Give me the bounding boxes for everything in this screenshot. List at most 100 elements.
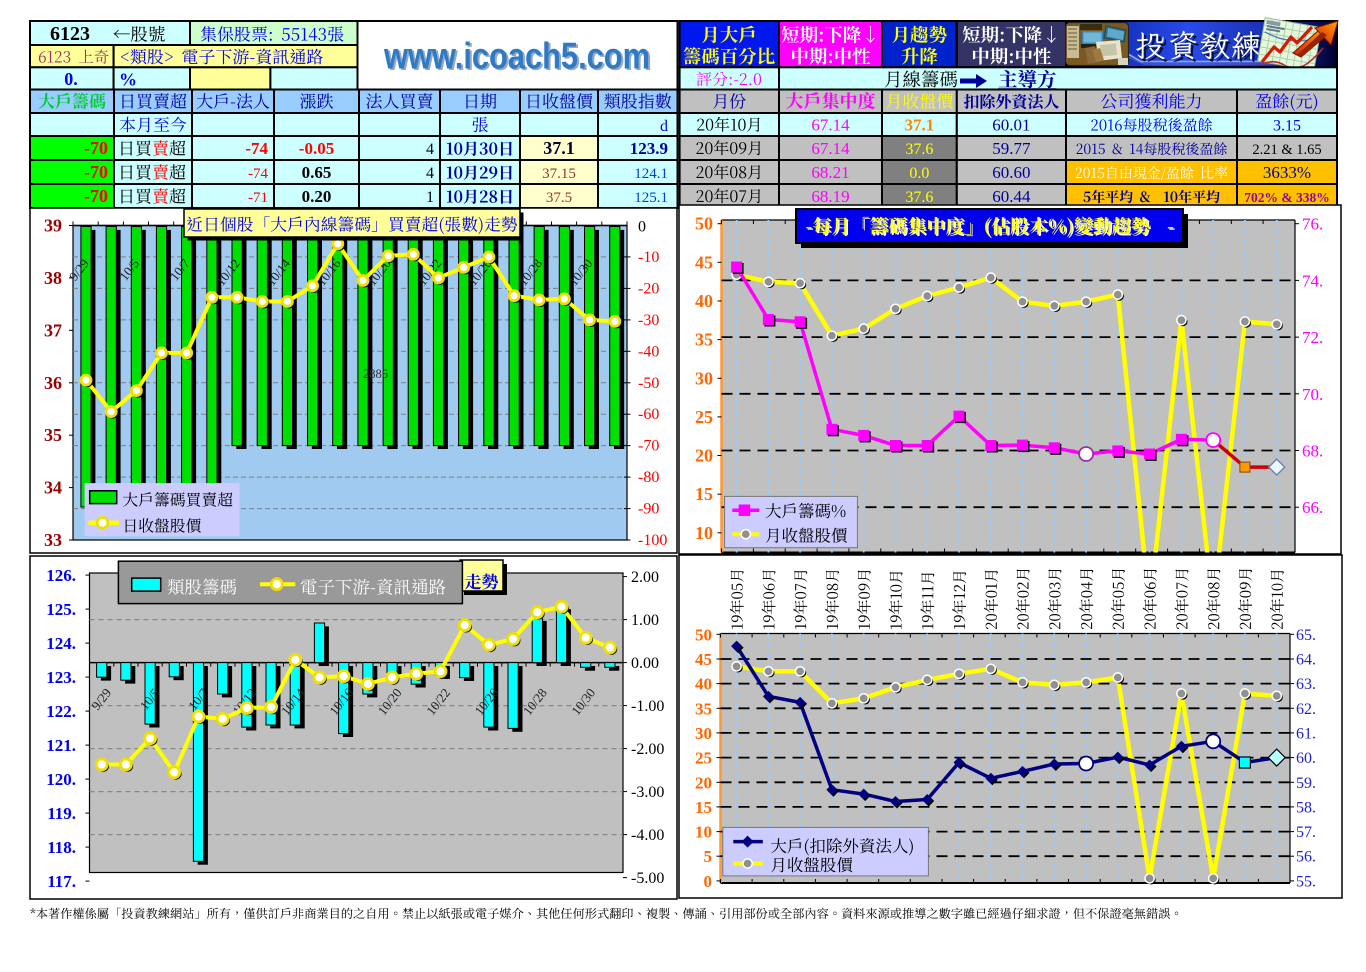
svg-text:39: 39 <box>44 216 62 236</box>
svg-text:37.6: 37.6 <box>905 189 933 206</box>
svg-text:15: 15 <box>695 484 713 504</box>
svg-text:-74: -74 <box>248 166 268 182</box>
svg-text:-90: -90 <box>638 501 659 518</box>
svg-text:3633%: 3633% <box>1263 163 1311 182</box>
svg-text:65.: 65. <box>1296 627 1316 644</box>
svg-text:3.15: 3.15 <box>1273 118 1301 135</box>
svg-text:64.: 64. <box>1296 652 1316 669</box>
svg-text:www.icoach5.com: www.icoach5.com <box>385 37 652 78</box>
svg-text:121.: 121. <box>46 736 76 755</box>
svg-text:59.: 59. <box>1296 775 1316 792</box>
svg-text:15: 15 <box>695 798 712 817</box>
svg-text:55.: 55. <box>1296 873 1316 890</box>
svg-text:-74: -74 <box>245 139 268 158</box>
svg-text:702% & 338%: 702% & 338% <box>1244 190 1330 205</box>
svg-text:37.5: 37.5 <box>546 190 572 206</box>
svg-text:36: 36 <box>44 373 62 393</box>
svg-text:40: 40 <box>695 675 712 694</box>
svg-text:35: 35 <box>695 330 713 350</box>
svg-text:37.1: 37.1 <box>543 138 575 158</box>
svg-text:20: 20 <box>695 773 712 792</box>
svg-text:63.: 63. <box>1296 676 1316 693</box>
svg-text:37.6: 37.6 <box>905 141 933 158</box>
svg-text:117.: 117. <box>47 872 76 891</box>
svg-text:25: 25 <box>695 749 712 768</box>
svg-text:4: 4 <box>426 141 434 158</box>
svg-text:-0.05: -0.05 <box>299 139 334 158</box>
svg-text:68.19: 68.19 <box>811 187 849 206</box>
svg-text:72.: 72. <box>1302 328 1323 347</box>
svg-text:56.: 56. <box>1296 849 1316 866</box>
svg-text:-30: -30 <box>638 312 659 329</box>
svg-text:37.15: 37.15 <box>542 166 576 182</box>
svg-text:60.01: 60.01 <box>992 116 1030 135</box>
svg-text:34: 34 <box>44 478 62 498</box>
svg-text:-80: -80 <box>638 469 659 486</box>
svg-text:59.77: 59.77 <box>992 139 1031 158</box>
svg-text:2886: 2886 <box>363 367 388 381</box>
svg-text:-60: -60 <box>638 406 659 423</box>
svg-text:-100: -100 <box>638 532 667 549</box>
svg-text:0: 0 <box>638 219 646 236</box>
svg-text:62.: 62. <box>1296 701 1316 718</box>
svg-text:60.44: 60.44 <box>992 187 1031 206</box>
svg-text:10: 10 <box>695 823 712 842</box>
svg-text:57.: 57. <box>1296 824 1316 841</box>
svg-text:30: 30 <box>695 724 712 743</box>
svg-text:0.20: 0.20 <box>302 187 332 206</box>
svg-text:74.: 74. <box>1302 271 1323 290</box>
svg-text:37.1: 37.1 <box>905 116 935 135</box>
svg-text:0.: 0. <box>64 69 78 89</box>
svg-text:-1.00: -1.00 <box>631 698 664 715</box>
svg-text:38: 38 <box>44 268 62 288</box>
svg-text:0: 0 <box>704 872 713 891</box>
svg-text:76.: 76. <box>1302 215 1323 234</box>
svg-text:-71: -71 <box>248 190 268 206</box>
svg-text:124.1: 124.1 <box>634 166 668 182</box>
svg-text:37: 37 <box>44 320 62 340</box>
svg-text:35: 35 <box>44 425 62 445</box>
svg-text:50: 50 <box>695 214 713 234</box>
svg-text:2.21 & 1.65: 2.21 & 1.65 <box>1252 142 1321 158</box>
svg-text:67.14: 67.14 <box>811 139 850 158</box>
svg-text:124.: 124. <box>46 634 76 653</box>
svg-text:58.: 58. <box>1296 799 1316 816</box>
svg-text:1: 1 <box>426 189 434 206</box>
svg-text:10: 10 <box>695 523 713 543</box>
svg-text:5: 5 <box>704 847 713 866</box>
svg-text:33: 33 <box>44 530 62 550</box>
svg-text:123.9: 123.9 <box>630 139 668 158</box>
svg-text:-70: -70 <box>84 138 108 158</box>
svg-text:-70: -70 <box>84 186 108 206</box>
svg-text:60.: 60. <box>1296 750 1316 767</box>
svg-text:25: 25 <box>695 407 713 427</box>
svg-text:-70: -70 <box>84 162 108 182</box>
svg-text:30: 30 <box>695 368 713 388</box>
svg-text:126.: 126. <box>46 566 76 585</box>
svg-text:-2.00: -2.00 <box>631 741 664 758</box>
svg-text:45: 45 <box>695 252 713 272</box>
svg-text:-70: -70 <box>638 438 659 455</box>
svg-text:70.: 70. <box>1302 385 1323 404</box>
svg-text:4: 4 <box>426 165 434 182</box>
svg-text:-3.00: -3.00 <box>631 784 664 801</box>
svg-text:118.: 118. <box>47 838 76 857</box>
svg-text:60.60: 60.60 <box>992 163 1030 182</box>
svg-text:35: 35 <box>695 699 712 718</box>
svg-text:1.00: 1.00 <box>631 612 659 629</box>
svg-text:119.: 119. <box>47 804 76 823</box>
svg-text:45: 45 <box>695 650 712 669</box>
svg-text:-10: -10 <box>638 249 659 266</box>
svg-text:-5.00: -5.00 <box>631 870 664 887</box>
svg-text:66.: 66. <box>1302 498 1323 517</box>
svg-text:d: d <box>660 118 668 135</box>
svg-text:-40: -40 <box>638 343 659 360</box>
svg-text:50: 50 <box>695 625 712 644</box>
svg-text:6123: 6123 <box>50 23 90 45</box>
svg-text:-4.00: -4.00 <box>631 827 664 844</box>
svg-text:122.: 122. <box>46 702 76 721</box>
svg-text:0.0: 0.0 <box>909 165 929 182</box>
svg-text:2.00: 2.00 <box>631 569 659 586</box>
svg-text:40: 40 <box>695 291 713 311</box>
svg-text:120.: 120. <box>46 770 76 789</box>
